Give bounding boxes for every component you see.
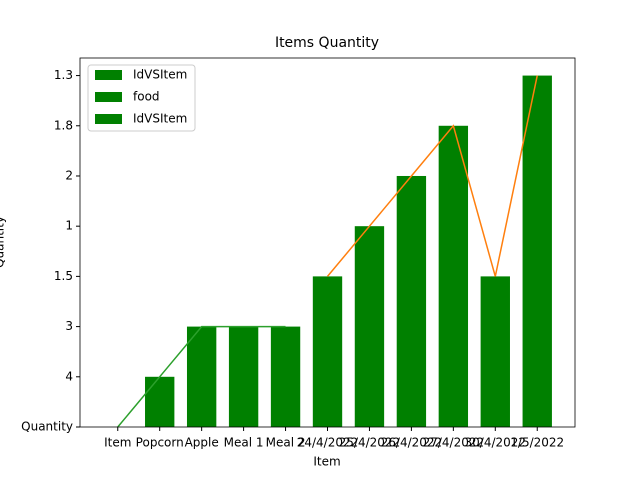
y-tick-label: 2 xyxy=(65,168,73,182)
line xyxy=(117,325,286,428)
y-tick-label: 1.5 xyxy=(54,269,73,283)
bar xyxy=(438,125,469,427)
x-tick-label: 27/4/2022 xyxy=(423,436,485,450)
bar xyxy=(396,175,427,427)
legend-swatch xyxy=(95,70,122,80)
y-axis-label: Quantity xyxy=(0,216,7,268)
legend-label: IdVSItem xyxy=(133,112,187,126)
x-tick-label: 1/5/2022 xyxy=(510,436,564,450)
bar xyxy=(522,75,552,428)
legend-swatch xyxy=(95,92,122,102)
bar xyxy=(270,326,301,427)
bar xyxy=(480,276,510,427)
x-tick-label: Apple xyxy=(185,436,219,450)
x-tick-label: Item xyxy=(104,436,131,450)
chart-title: Items Quantity xyxy=(275,35,379,51)
y-tick-label: Quantity xyxy=(21,420,73,434)
bar xyxy=(145,376,175,427)
line xyxy=(326,75,538,277)
bar xyxy=(354,226,385,427)
y-tick-label: 3 xyxy=(65,319,73,333)
plot-frame xyxy=(79,57,576,428)
bar xyxy=(228,326,259,427)
x-axis-label: Item xyxy=(313,455,340,469)
y-tick-label: 1.3 xyxy=(54,68,73,82)
x-tick-label: 30/4/2022 xyxy=(465,436,527,450)
bar xyxy=(186,326,217,427)
legend-swatch xyxy=(95,114,122,124)
x-tick-label: Meal 2 xyxy=(266,436,306,450)
legend-label: IdVSItem xyxy=(133,68,187,82)
y-tick-label: 1.8 xyxy=(54,118,73,132)
x-tick-label: 25/4/2022 xyxy=(339,436,401,450)
x-tick-label: Meal 1 xyxy=(224,436,264,450)
x-tick-label: 24/4/2022 xyxy=(297,436,359,450)
y-tick-label: 1 xyxy=(65,219,73,233)
bar xyxy=(312,276,343,427)
x-tick-label: Popcorn xyxy=(136,436,184,450)
y-tick-label: 4 xyxy=(65,369,73,383)
x-tick-label: 26/4/2022 xyxy=(381,436,443,450)
legend-label: food xyxy=(133,90,160,104)
